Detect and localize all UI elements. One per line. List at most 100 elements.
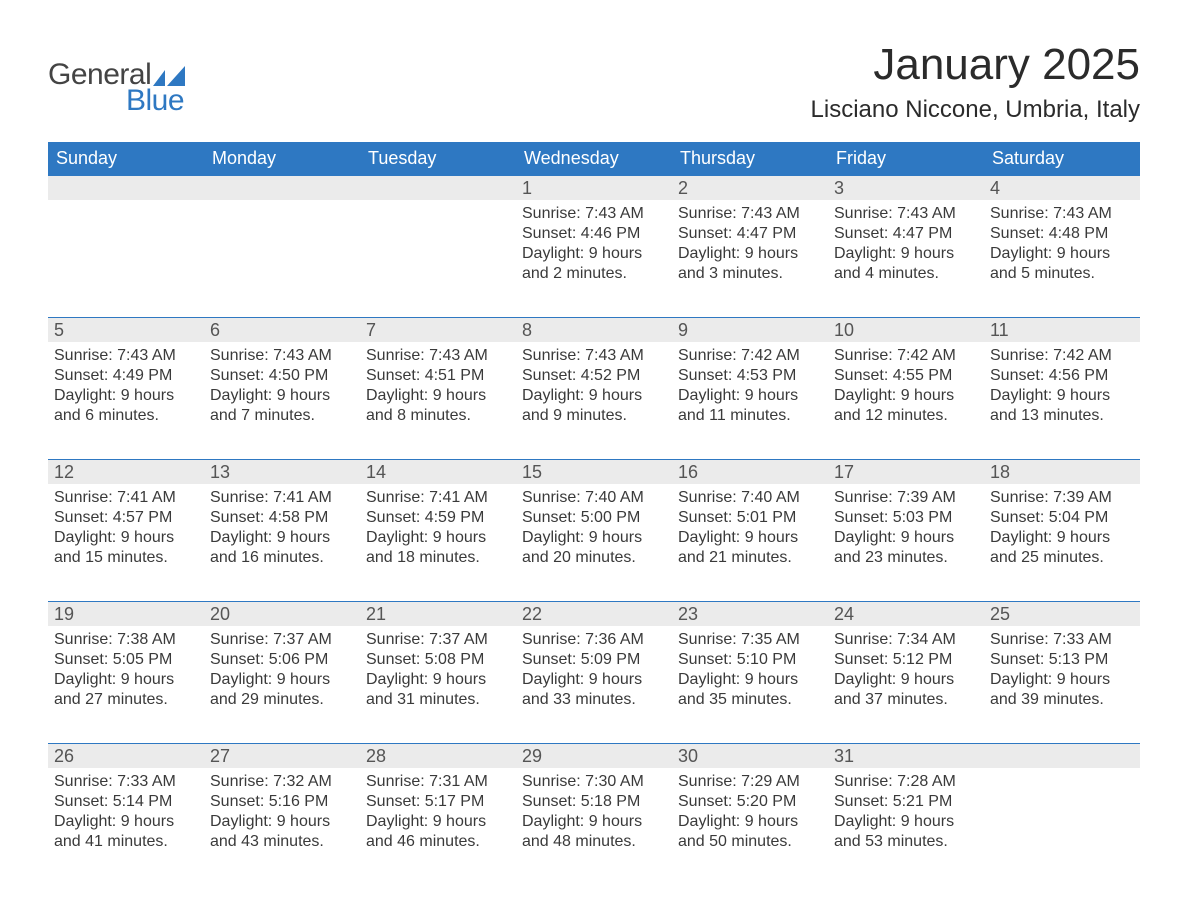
- day-number: 2: [672, 176, 828, 200]
- day-d2: and 50 minutes.: [678, 832, 822, 852]
- day-sunrise: Sunrise: 7:34 AM: [834, 630, 978, 650]
- day-sunset: Sunset: 5:08 PM: [366, 650, 510, 670]
- day-sunset: Sunset: 5:09 PM: [522, 650, 666, 670]
- day-info: Sunrise: 7:41 AMSunset: 4:58 PMDaylight:…: [210, 488, 354, 568]
- day-d1: Daylight: 9 hours: [990, 386, 1134, 406]
- day-cell: 31Sunrise: 7:28 AMSunset: 5:21 PMDayligh…: [828, 744, 984, 877]
- day-d2: and 7 minutes.: [210, 406, 354, 426]
- day-d1: Daylight: 9 hours: [522, 528, 666, 548]
- day-info: Sunrise: 7:35 AMSunset: 5:10 PMDaylight:…: [678, 630, 822, 710]
- day-number: 10: [828, 318, 984, 342]
- day-sunrise: Sunrise: 7:30 AM: [522, 772, 666, 792]
- day-sunset: Sunset: 4:46 PM: [522, 224, 666, 244]
- week-row: 26Sunrise: 7:33 AMSunset: 5:14 PMDayligh…: [48, 743, 1140, 877]
- day-d2: and 53 minutes.: [834, 832, 978, 852]
- day-sunset: Sunset: 4:56 PM: [990, 366, 1134, 386]
- day-cell: 5Sunrise: 7:43 AMSunset: 4:49 PMDaylight…: [48, 318, 204, 451]
- day-sunrise: Sunrise: 7:43 AM: [210, 346, 354, 366]
- day-number: 1: [516, 176, 672, 200]
- day-d2: and 29 minutes.: [210, 690, 354, 710]
- day-d2: and 9 minutes.: [522, 406, 666, 426]
- day-number: 17: [828, 460, 984, 484]
- day-number: 29: [516, 744, 672, 768]
- day-d1: Daylight: 9 hours: [366, 812, 510, 832]
- day-sunset: Sunset: 4:57 PM: [54, 508, 198, 528]
- day-sunrise: Sunrise: 7:39 AM: [990, 488, 1134, 508]
- day-sunset: Sunset: 4:47 PM: [834, 224, 978, 244]
- day-number: 18: [984, 460, 1140, 484]
- day-sunrise: Sunrise: 7:42 AM: [678, 346, 822, 366]
- day-number: 16: [672, 460, 828, 484]
- day-d1: Daylight: 9 hours: [834, 670, 978, 690]
- day-sunrise: Sunrise: 7:43 AM: [522, 204, 666, 224]
- day-sunset: Sunset: 5:04 PM: [990, 508, 1134, 528]
- day-cell: 4Sunrise: 7:43 AMSunset: 4:48 PMDaylight…: [984, 176, 1140, 309]
- day-d1: Daylight: 9 hours: [990, 244, 1134, 264]
- day-sunset: Sunset: 5:14 PM: [54, 792, 198, 812]
- logo: General Blue: [48, 58, 185, 118]
- day-of-week-header: SundayMondayTuesdayWednesdayThursdayFrid…: [48, 142, 1140, 175]
- day-sunrise: Sunrise: 7:41 AM: [54, 488, 198, 508]
- day-d2: and 33 minutes.: [522, 690, 666, 710]
- day-sunrise: Sunrise: 7:37 AM: [210, 630, 354, 650]
- day-info: Sunrise: 7:39 AMSunset: 5:03 PMDaylight:…: [834, 488, 978, 568]
- day-info: Sunrise: 7:37 AMSunset: 5:08 PMDaylight:…: [366, 630, 510, 710]
- day-sunset: Sunset: 5:03 PM: [834, 508, 978, 528]
- day-sunset: Sunset: 4:49 PM: [54, 366, 198, 386]
- logo-text-blue: Blue: [126, 84, 184, 118]
- day-info: Sunrise: 7:34 AMSunset: 5:12 PMDaylight:…: [834, 630, 978, 710]
- day-sunrise: Sunrise: 7:36 AM: [522, 630, 666, 650]
- day-number: 12: [48, 460, 204, 484]
- day-sunrise: Sunrise: 7:33 AM: [54, 772, 198, 792]
- day-sunset: Sunset: 5:21 PM: [834, 792, 978, 812]
- day-number: 31: [828, 744, 984, 768]
- day-d1: Daylight: 9 hours: [834, 244, 978, 264]
- day-number: 19: [48, 602, 204, 626]
- day-d1: Daylight: 9 hours: [834, 528, 978, 548]
- day-d2: and 3 minutes.: [678, 264, 822, 284]
- day-cell: 29Sunrise: 7:30 AMSunset: 5:18 PMDayligh…: [516, 744, 672, 877]
- day-cell: 3 Sunrise: 7:43 AMSunset: 4:47 PMDaylight…: [828, 176, 984, 309]
- day-d1: Daylight: 9 hours: [678, 670, 822, 690]
- day-sunrise: Sunrise: 7:43 AM: [678, 204, 822, 224]
- day-d2: and 48 minutes.: [522, 832, 666, 852]
- day-number: 3: [828, 176, 984, 200]
- day-d1: Daylight: 9 hours: [210, 670, 354, 690]
- empty-day-bar: [204, 176, 360, 200]
- day-cell: 26Sunrise: 7:33 AMSunset: 5:14 PMDayligh…: [48, 744, 204, 877]
- dow-cell: Tuesday: [360, 142, 516, 175]
- location: Lisciano Niccone, Umbria, Italy: [811, 96, 1140, 124]
- day-d2: and 35 minutes.: [678, 690, 822, 710]
- day-d1: Daylight: 9 hours: [522, 812, 666, 832]
- day-info: Sunrise: 7:43 AMSunset: 4:47 PMDaylight:…: [834, 204, 978, 284]
- day-cell: 14Sunrise: 7:41 AMSunset: 4:59 PMDayligh…: [360, 460, 516, 593]
- day-d1: Daylight: 9 hours: [366, 386, 510, 406]
- day-number: 14: [360, 460, 516, 484]
- calendar-page: General Blue January 2025 Lisciano Nicco…: [0, 0, 1188, 917]
- dow-cell: Wednesday: [516, 142, 672, 175]
- day-number: 23: [672, 602, 828, 626]
- day-cell: 27Sunrise: 7:32 AMSunset: 5:16 PMDayligh…: [204, 744, 360, 877]
- day-d2: and 16 minutes.: [210, 548, 354, 568]
- day-d2: and 13 minutes.: [990, 406, 1134, 426]
- day-sunrise: Sunrise: 7:33 AM: [990, 630, 1134, 650]
- day-info: Sunrise: 7:42 AMSunset: 4:56 PMDaylight:…: [990, 346, 1134, 426]
- day-number: 21: [360, 602, 516, 626]
- dow-cell: Saturday: [984, 142, 1140, 175]
- day-d2: and 41 minutes.: [54, 832, 198, 852]
- day-number: 11: [984, 318, 1140, 342]
- day-number: 15: [516, 460, 672, 484]
- day-d1: Daylight: 9 hours: [522, 670, 666, 690]
- day-sunset: Sunset: 5:01 PM: [678, 508, 822, 528]
- day-cell: [48, 176, 204, 309]
- day-sunrise: Sunrise: 7:31 AM: [366, 772, 510, 792]
- day-cell: 17 Sunrise: 7:39 AMSunset: 5:03 PMDayligh…: [828, 460, 984, 593]
- day-number: 22: [516, 602, 672, 626]
- day-cell: 1 Sunrise: 7:43 AMSunset: 4:46 PMDaylight…: [516, 176, 672, 309]
- day-d2: and 18 minutes.: [366, 548, 510, 568]
- calendar-grid: SundayMondayTuesdayWednesdayThursdayFrid…: [48, 142, 1140, 877]
- flag-icon: [153, 66, 185, 86]
- day-cell: 25Sunrise: 7:33 AMSunset: 5:13 PMDayligh…: [984, 602, 1140, 735]
- day-info: Sunrise: 7:43 AMSunset: 4:46 PMDaylight:…: [522, 204, 666, 284]
- week-row: 19Sunrise: 7:38 AMSunset: 5:05 PMDayligh…: [48, 601, 1140, 735]
